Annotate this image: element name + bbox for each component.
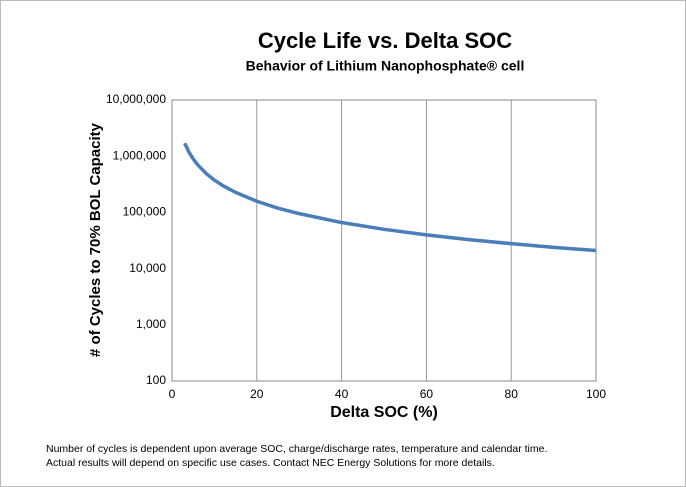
chart-subtitle: Behavior of Lithium Nanophosphate® cell bbox=[246, 58, 525, 74]
data-line bbox=[183, 142, 597, 253]
y-tick-label: 100 bbox=[146, 373, 166, 387]
y-tick-label: 10,000,000 bbox=[106, 92, 166, 106]
footnote: Actual results will depend on specific u… bbox=[46, 457, 495, 469]
x-tick-label: 40 bbox=[335, 387, 349, 401]
y-tick-label: 1,000 bbox=[136, 317, 166, 331]
chart-title: Cycle Life vs. Delta SOC bbox=[258, 28, 512, 53]
x-tick-label: 0 bbox=[169, 387, 176, 401]
y-tick-label: 100,000 bbox=[123, 205, 167, 219]
x-tick-label: 60 bbox=[420, 387, 434, 401]
y-tick-label: 10,000 bbox=[129, 261, 166, 275]
x-tick-label: 100 bbox=[586, 387, 606, 401]
x-axis-label: Delta SOC (%) bbox=[330, 404, 438, 421]
y-axis-label: # of Cycles to 70% BOL Capacity bbox=[87, 122, 104, 357]
plot-border bbox=[171, 99, 597, 382]
x-tick-label: 80 bbox=[505, 387, 519, 401]
footnote: Number of cycles is dependent upon avera… bbox=[46, 443, 547, 455]
x-tick-label: 20 bbox=[250, 387, 264, 401]
y-tick-label: 1,000,000 bbox=[113, 148, 167, 162]
